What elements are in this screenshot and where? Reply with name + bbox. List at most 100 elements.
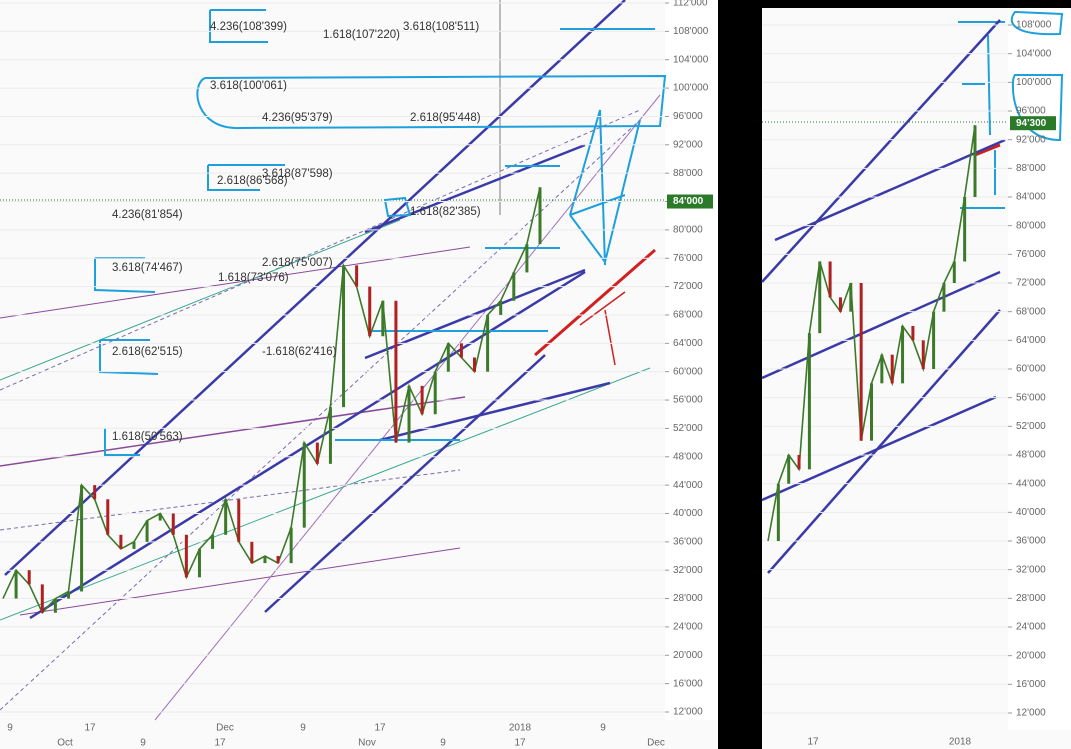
candle [911,326,915,341]
candle [14,570,18,599]
candle [93,485,97,500]
candle [525,244,529,273]
right-xaxis-area [762,730,1071,749]
candle [211,534,215,549]
price-tag [667,194,713,209]
candle [446,343,450,372]
candle [381,300,385,337]
candle [880,354,884,384]
candle [315,442,319,464]
y-tick-label: 88'000 [673,168,703,179]
fib-label: 4.236(81'854) [112,209,183,221]
candle [433,371,437,415]
price-tag-label: 94'300 [1016,118,1047,129]
purple-line [0,246,471,319]
fib-label: 1.618(82'385) [410,206,481,218]
candle [27,570,31,585]
y-tick-label: 56'000 [1016,392,1046,403]
y-tick-label: 44'000 [1016,478,1046,489]
x-tick-label: 17 [374,723,386,734]
candle [973,125,977,197]
y-tick-label: 12'000 [673,707,703,718]
y-tick-label: 20'000 [1016,650,1046,661]
candle [828,261,832,298]
fib-label: 2.618(95'448) [410,112,481,124]
candle [486,314,490,372]
y-tick-label: 24'000 [673,622,703,633]
y-tick-label: 20'000 [673,650,703,661]
y-tick-label: 64'000 [1016,335,1046,346]
box [104,428,140,456]
y-tick-label: 108'000 [1016,20,1052,31]
candle [119,534,123,549]
candle [158,513,162,521]
fib-label: 3.618(100'061) [210,80,287,92]
candle [263,556,267,564]
y-tick-label: 76'000 [1016,249,1046,260]
channel-line [761,19,1001,283]
red-arrow [579,291,626,366]
y-tick-label: 44'000 [673,480,703,491]
fib-label: 1.618(73'076) [218,272,289,284]
channel-line [767,309,1001,574]
candle [66,591,70,599]
fib-label: 3.618(108'511) [403,21,479,33]
x-tick-label: Dec [216,723,234,734]
candle [276,556,280,564]
box [196,74,667,130]
candle [512,272,516,301]
left-panel [0,0,718,749]
candle [538,187,542,245]
fib-label: 4.236(108'399) [210,21,287,33]
box [383,196,412,218]
y-tick-label: 96'000 [1016,106,1046,117]
candle [952,261,956,283]
y-tick-label: 100'000 [1016,77,1052,88]
candle [870,383,873,441]
y-tick-label: 112'000 [673,0,708,9]
candle [355,265,359,287]
candle [132,541,136,549]
y-tick-label: 40'000 [673,508,703,519]
y-tick-label: 16'000 [1016,679,1046,690]
y-tick-label: 68'000 [673,310,703,321]
dashed-line [0,119,641,711]
red-line [534,248,656,357]
candle [849,283,853,312]
fib-label: 1.618(50'563) [112,431,183,443]
y-tick-label: 104'000 [1016,48,1052,59]
y-tick-label: 32'000 [1016,564,1046,575]
red-line [974,143,1001,157]
dashed-line [0,109,641,391]
channel-line [4,0,626,576]
candle [289,527,293,564]
y-tick-label: 56'000 [673,395,703,406]
candle [818,261,822,334]
box [209,9,268,43]
x-tick-label: 9 [440,738,446,749]
x-tick-label: 2018 [509,723,532,734]
candle [859,283,863,441]
candle [171,513,175,535]
candle [499,300,503,315]
channel-line [29,270,586,620]
y-tick-label: 48'000 [673,451,703,462]
candle [237,499,241,542]
x-tick-label: 9 [140,738,146,749]
candle [473,357,477,372]
y-tick-label: 24'000 [1016,622,1046,633]
y-tick-label: 48'000 [1016,450,1046,461]
candle [53,598,57,613]
candle [776,483,780,541]
candle [145,520,149,542]
y-tick-label: 68'000 [1016,306,1046,317]
candle [342,265,346,408]
x-tick-label: Oct [57,738,73,749]
y-tick-label: 36'000 [673,536,703,547]
channel-line [774,138,1006,242]
price-line [2,187,541,615]
x-tick-label: 9 [7,723,13,734]
y-tick-label: 32'000 [673,565,703,576]
y-tick-label: 64'000 [673,338,703,349]
